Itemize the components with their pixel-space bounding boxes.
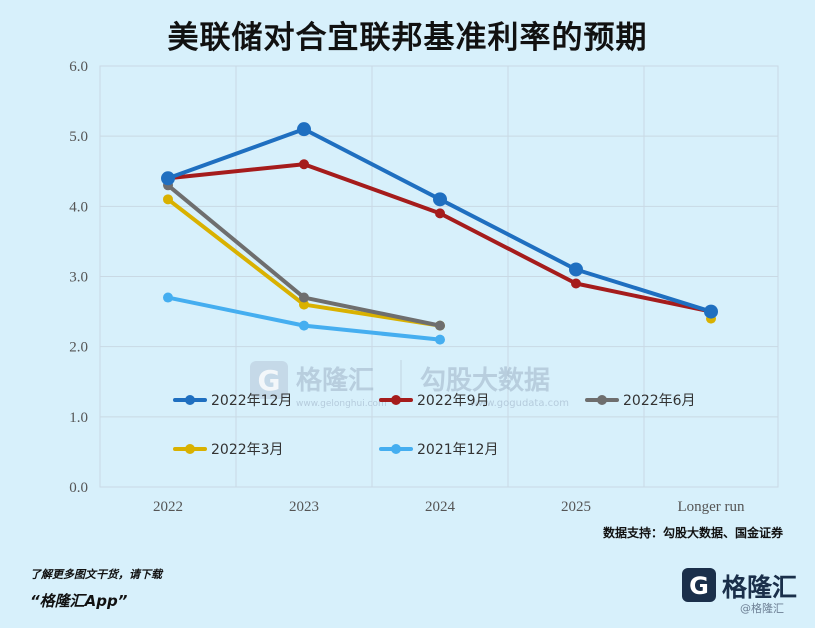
legend-label: 2022年6月 <box>623 393 696 409</box>
svg-text:G: G <box>258 364 281 397</box>
y-tick-label: 4.0 <box>69 199 88 215</box>
legend-label: 2022年3月 <box>211 442 284 458</box>
legend-item: 2021年12月 <box>379 442 498 458</box>
series-3 <box>163 180 445 331</box>
brand-logo-sub: @格隆汇 <box>740 601 784 614</box>
x-tick-label: Longer run <box>677 499 745 515</box>
x-tick-label: 2024 <box>425 499 456 515</box>
svg-text:G: G <box>689 572 709 600</box>
legend-item: 2022年9月 <box>379 393 490 409</box>
watermark-logo-icon: G <box>250 361 288 399</box>
legend-item: 2022年6月 <box>585 393 696 409</box>
x-tick-label: 2022 <box>153 499 183 515</box>
x-tick-label: 2025 <box>561 499 591 515</box>
y-axis: 0.0 1.0 2.0 3.0 4.0 5.0 6.0 <box>69 59 88 496</box>
series-line <box>166 127 713 314</box>
watermark-brand: 格隆汇 <box>296 365 374 396</box>
data-point <box>435 208 445 219</box>
x-tick-label: 2023 <box>289 499 319 515</box>
brand-logo-name: 格隆汇 <box>722 573 797 602</box>
legend-label: 2021年12月 <box>417 442 498 458</box>
y-tick-label: 5.0 <box>69 129 88 145</box>
data-point <box>299 292 309 303</box>
data-point <box>435 320 445 331</box>
legend-swatch-dot <box>185 395 195 405</box>
data-point <box>571 278 581 289</box>
y-tick-label: 1.0 <box>69 410 88 426</box>
chart-title: 美联储对合宜联邦基准利率的预期 <box>167 20 648 56</box>
y-tick-label: 0.0 <box>69 480 88 496</box>
legend: 2022年12月 2022年9月 2022年6月 2022年3月 2021年12月 <box>173 393 696 458</box>
legend-swatch-dot <box>391 444 401 454</box>
data-point <box>299 299 309 310</box>
data-point <box>299 320 309 331</box>
data-point <box>161 171 175 186</box>
data-source: 数据支持：勾股大数据、国金证券 <box>602 526 783 540</box>
watermark: G 格隆汇 www.gelonghui.com 勾股大数据 www.goguda… <box>250 360 569 409</box>
legend-label: 2022年9月 <box>417 393 490 409</box>
watermark-site: www.gelonghui.com <box>296 399 387 409</box>
legend-swatch-dot <box>597 395 607 405</box>
series-group <box>161 122 718 345</box>
brand-logo: G 格隆汇 @格隆汇 <box>682 566 802 615</box>
data-point <box>704 304 718 319</box>
data-point <box>435 334 445 345</box>
data-point <box>163 292 173 303</box>
legend-item: 2022年12月 <box>173 393 292 409</box>
footer-download-text: 了解更多图文干货，请下载 <box>30 568 162 581</box>
watermark-data-site: www.gogudata.com <box>470 398 569 409</box>
legend-swatch-dot <box>185 444 195 454</box>
x-axis: 2022 2023 2024 2025 Longer run <box>153 499 745 515</box>
data-point <box>299 159 309 170</box>
data-point <box>433 192 447 207</box>
watermark-data-brand: 勾股大数据 <box>420 366 550 396</box>
series-1 <box>161 122 718 319</box>
grid-lines <box>99 65 779 488</box>
series-2 <box>163 159 716 317</box>
data-point <box>163 194 173 205</box>
data-point <box>569 262 583 277</box>
footer <box>0 548 815 628</box>
y-tick-label: 3.0 <box>69 270 88 286</box>
legend-swatch-dot <box>391 395 401 405</box>
legend-label: 2022年12月 <box>211 393 292 409</box>
series-line <box>166 162 713 314</box>
line-chart: G 格隆汇 www.gelonghui.com 勾股大数据 www.goguda… <box>69 59 779 515</box>
series-5 <box>163 292 445 345</box>
data-point <box>297 122 311 137</box>
y-tick-label: 2.0 <box>69 340 88 356</box>
brand-logo-icon: G <box>682 568 716 602</box>
footer-app-name: “格隆汇App” <box>30 592 128 610</box>
y-tick-label: 6.0 <box>69 59 88 75</box>
legend-item: 2022年3月 <box>173 442 284 458</box>
